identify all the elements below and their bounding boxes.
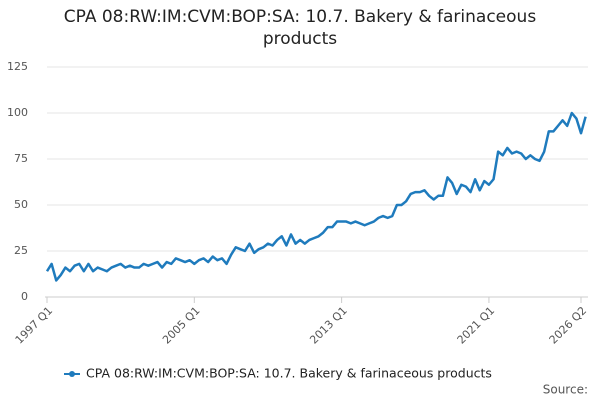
- y-tick-label: 75: [14, 152, 28, 165]
- chart-title: CPA 08:RW:IM:CVM:BOP:SA: 10.7. Bakery & …: [63, 7, 537, 49]
- y-tick-label: 25: [14, 244, 28, 257]
- source: Source:: [543, 383, 588, 397]
- x-tick-label: 2026 Q2: [547, 304, 590, 347]
- legend-marker: [69, 371, 75, 377]
- x-tick-label: 1997 Q1: [13, 304, 56, 347]
- y-tick-label: 50: [14, 198, 28, 211]
- y-tick-label: 0: [21, 290, 28, 303]
- y-tick-label: 100: [7, 106, 28, 119]
- data-line: [45, 111, 587, 282]
- x-tick-label: 2021 Q1: [455, 304, 498, 347]
- x-tick-label: 2013 Q1: [307, 304, 350, 347]
- y-tick-label: 125: [7, 60, 28, 73]
- legend-label: CPA 08:RW:IM:CVM:BOP:SA: 10.7. Bakery & …: [86, 366, 492, 381]
- x-tick-label: 2005 Q1: [160, 304, 203, 347]
